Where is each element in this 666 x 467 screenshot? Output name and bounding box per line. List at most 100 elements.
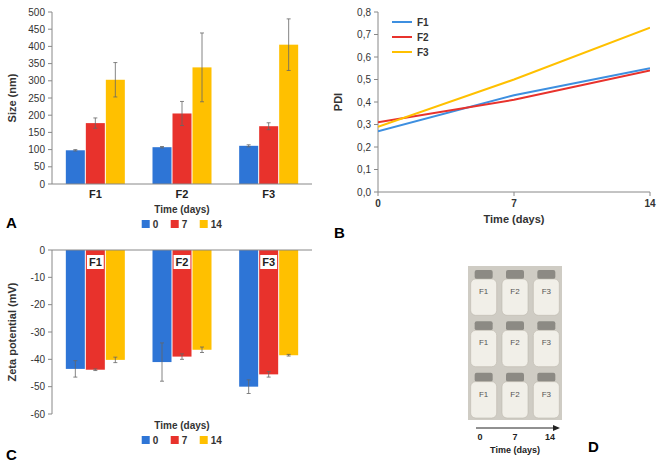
y-tick-label: -40 [31,354,46,365]
y-tick-label: -10 [31,272,46,283]
x-tick-label: 7 [511,198,517,209]
bottle-label: F1 [479,390,489,399]
error-line [268,372,269,377]
legend-swatch [392,21,412,23]
y-tick [48,80,52,81]
error-cap [180,353,184,354]
y-tick [48,414,52,415]
series-line [378,28,650,127]
y-tick-label: 200 [28,110,45,121]
error-cap [73,149,77,150]
error-line [268,123,269,130]
bar [259,126,278,184]
error-line [115,357,116,362]
y-tick [374,34,378,35]
error-cap [200,347,204,348]
bar [66,250,85,369]
error-cap [247,379,251,380]
error-cap [287,70,291,71]
category-label: F2 [176,188,189,200]
bottle [502,279,528,315]
error-cap [200,32,204,33]
panel-letter: B [334,224,345,241]
error-bar [287,19,291,71]
legend-swatch [171,220,179,228]
y-tick-label: 0,2 [357,142,371,153]
error-bar [180,101,184,125]
error-cap [93,128,97,129]
bar [239,250,258,387]
y-tick-label: -50 [31,381,46,392]
bottle [533,279,559,315]
bar [106,250,125,360]
y-tick-label: 0 [39,245,45,256]
error-cap [160,146,164,147]
error-line [248,380,249,394]
bottle-label: F1 [479,287,489,296]
legend-swatch [392,36,412,38]
y-tick [48,166,52,167]
error-bar [180,354,184,359]
error-cap [267,122,271,123]
y-tick-label: 0,7 [357,29,371,40]
error-bar [73,150,77,151]
y-tick [48,332,52,333]
label-patch [87,255,104,269]
bottle [502,382,528,418]
bar [193,250,212,350]
bottle-label: F1 [479,338,489,347]
error-line [95,118,96,128]
error-cap [247,393,251,394]
panel-letter: A [6,214,17,231]
bottle-cap [506,270,524,279]
time-label: 14 [545,432,555,442]
y-tick [48,386,52,387]
bottle-cap [475,321,493,330]
x-axis [52,250,312,251]
bottle-cap [537,373,555,382]
y-tick-label: 50 [34,161,46,172]
error-bar [160,343,164,381]
error-cap [180,359,184,360]
y-tick [48,115,52,116]
legend-swatch [142,220,150,228]
y-tick-label: 500 [28,7,45,18]
y-tick [48,250,52,251]
error-bar [113,63,117,97]
y-axis [52,12,53,184]
bottle-label: F2 [510,287,520,296]
photo-axis-title: Time (days) [490,445,540,455]
legend-label: 7 [182,219,188,230]
legend-title: Time (days) [154,420,209,431]
bar [86,123,105,184]
bottle-label: F3 [542,287,552,296]
y-tick [48,98,52,99]
photo-background [468,266,562,420]
error-line [288,19,289,71]
x-tick [378,192,379,196]
legend: 0714 [142,219,223,230]
y-tick-label: 0,1 [357,164,371,175]
legend-label: 14 [211,435,223,446]
x-axis [52,184,312,185]
panel-letter: D [588,438,599,455]
category-label: F2 [176,256,189,268]
arrow-head [553,425,560,431]
panel-letter: C [6,446,17,463]
error-cap [247,146,251,147]
legend-swatch [142,436,150,444]
error-bar [287,354,291,356]
y-axis-title: Size (nm) [6,73,18,122]
y-tick [374,192,378,193]
x-tick-label: 14 [644,198,656,209]
error-cap [160,147,164,148]
bottle [471,279,497,315]
label-patch [260,255,277,269]
error-bar [200,33,204,102]
category-label: F3 [262,256,275,268]
error-cap [160,381,164,382]
bottle [533,382,559,418]
y-tick [374,57,378,58]
y-tick [374,124,378,125]
y-tick [48,29,52,30]
